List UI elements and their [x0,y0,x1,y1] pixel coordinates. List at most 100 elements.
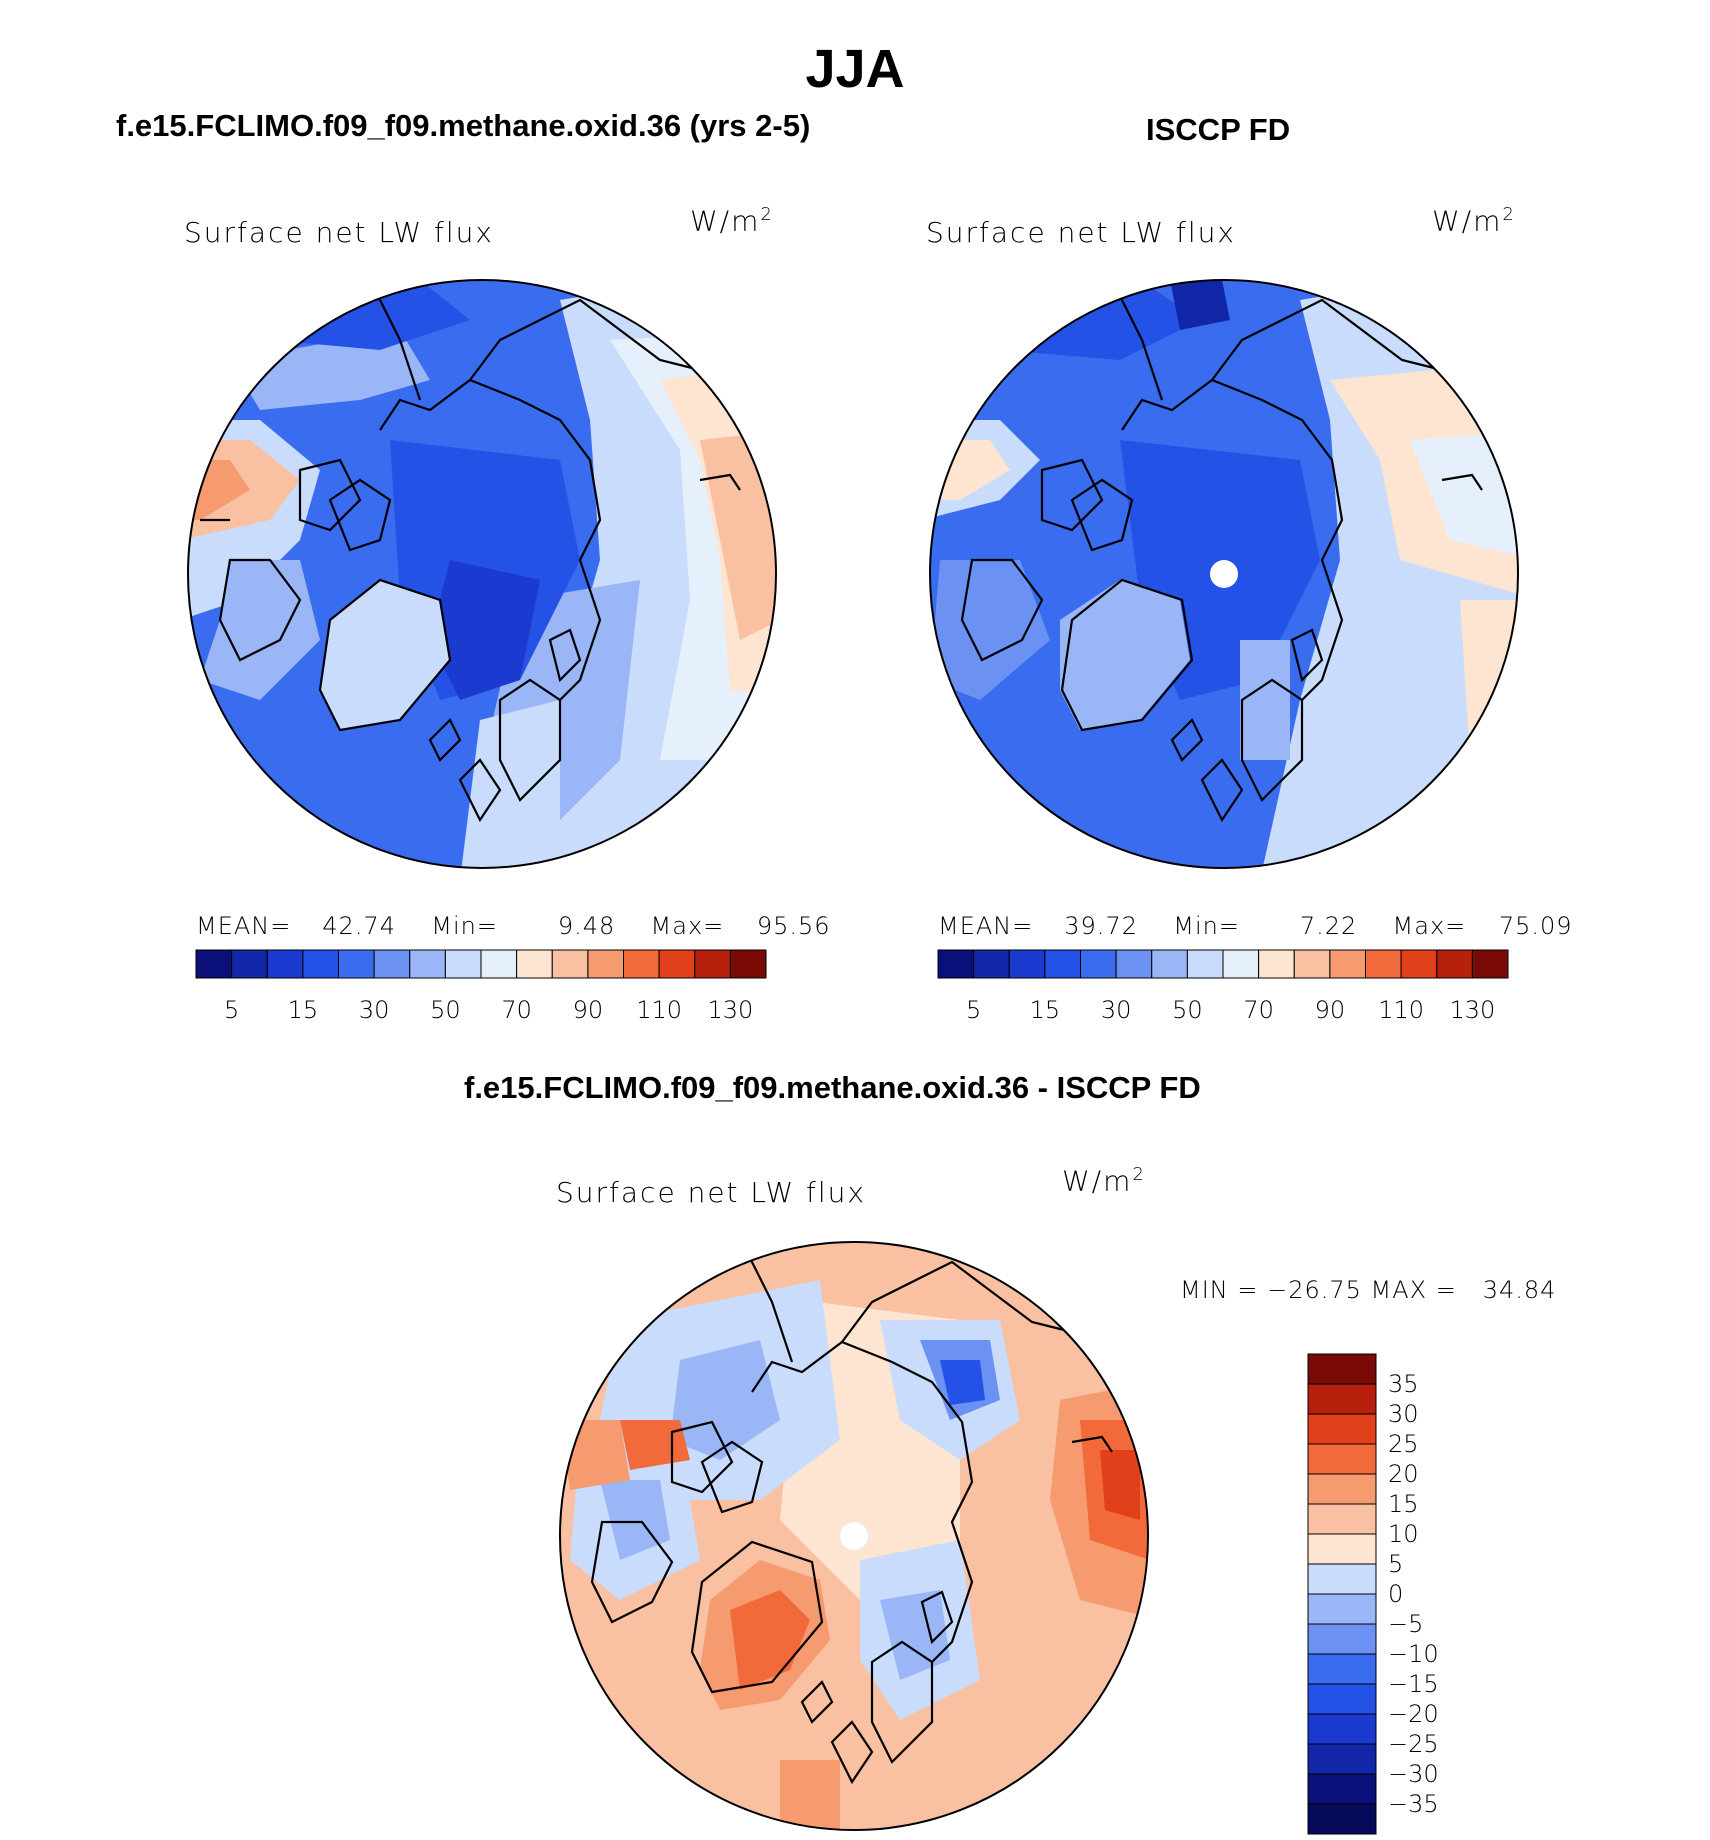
colorbar-right: 5 15 30 50 70 90 110 130 [937,949,1509,1024]
colorbar-tick-label: 110 [1378,996,1424,1024]
colorbar-box [1307,1713,1377,1745]
colorbar-tick-label: 70 [501,996,532,1024]
diff-panel-variable: Surface net LW flux [556,1176,866,1209]
colorbar-box [1008,949,1046,979]
colorbar-box [1307,1653,1377,1685]
colorbar-box [551,949,589,979]
colorbar-box [480,949,518,979]
colorbar-box [1186,949,1224,979]
panel-left-variable: Surface net LW flux [184,216,494,249]
colorbar-box [1307,1383,1377,1415]
colorbar-box [937,949,975,979]
colorbar-box [444,949,482,979]
colorbar-box [1307,1443,1377,1475]
colorbar-tick-label: 110 [636,996,682,1024]
colorbar-tick-label: 130 [1449,996,1495,1024]
colorbar-box [195,949,233,979]
colorbar-box [266,949,304,979]
colorbar-tick-label: 50 [1172,996,1203,1024]
colorbar-tick-label: 0 [1388,1580,1403,1608]
map-left [187,279,777,869]
colorbar-tick-label: 50 [430,996,461,1024]
colorbar-box [1307,1593,1377,1625]
colorbar-tick-label: −15 [1388,1670,1439,1698]
colorbar-box [1258,949,1295,979]
panel-right-title: ISCCP FD [1146,112,1291,147]
colorbar-box [1329,949,1366,979]
colorbar-tick-label: −25 [1388,1730,1439,1758]
colorbar-tick-label: 70 [1243,996,1274,1024]
colorbar-box [1307,1623,1377,1655]
colorbar-tick-label: 15 [1388,1490,1419,1518]
panel-left-units: W/m2 [690,204,774,238]
map-right [929,279,1519,869]
pole-missing-data [1210,560,1238,588]
colorbar-left: 5 15 30 50 70 90 110 130 [195,949,767,1024]
colorbar-box [373,949,411,979]
colorbar-box [658,949,696,979]
colorbar-box [1307,1743,1377,1775]
colorbar-tick-label: 5 [966,996,981,1024]
colorbar-tick-label: −10 [1388,1640,1439,1668]
diff-panel-title: f.e15.FCLIMO.f09_f09.methane.oxid.36 - I… [464,1070,1201,1105]
colorbar-box [409,949,446,979]
colorbar-box [1115,949,1153,979]
diff-panel-units: W/m2 [1062,1164,1146,1198]
colorbar-tick-label: −35 [1388,1790,1439,1818]
colorbar-tick-label: 5 [1388,1550,1403,1578]
colorbar-box [623,949,660,979]
colorbar-box [1307,1413,1377,1445]
colorbar-box [1307,1503,1377,1535]
panel-right-variable: Surface net LW flux [926,216,1236,249]
colorbar-box [587,949,624,979]
colorbar-tick-label: 90 [573,996,604,1024]
panel-right-stats: MEAN= 39.72 Min= 7.22 Max= 75.09 [938,912,1573,940]
colorbar-box [1400,949,1438,979]
colorbar-box [338,949,375,979]
colorbar-tick-label: −20 [1388,1700,1439,1728]
colorbar-tick-label: −30 [1388,1760,1439,1788]
colorbar-box [1307,1353,1377,1385]
colorbar-tick-label: 90 [1315,996,1346,1024]
colorbar-tick-label: 15 [1030,996,1061,1024]
main-title: JJA [805,39,905,99]
colorbar-box [1080,949,1117,979]
colorbar-tick-label: 20 [1388,1460,1419,1488]
colorbar-tick-label: 30 [1101,996,1132,1024]
colorbar-tick-label: 130 [707,996,753,1024]
colorbar-box [1222,949,1260,979]
diff-panel-minmax: MIN = −26.75 MAX = 34.84 [1180,1276,1557,1304]
panel-right-units: W/m2 [1432,204,1516,238]
colorbar-box [231,949,268,979]
colorbar-tick-label: 5 [224,996,239,1024]
panel-left-title: f.e15.FCLIMO.f09_f09.methane.oxid.36 (yr… [116,108,811,143]
colorbar-box [1307,1803,1377,1835]
colorbar-box [1044,949,1081,979]
colorbar-tick-label: 35 [1388,1370,1419,1398]
colorbar-box [1307,1533,1377,1565]
colorbar-box [1307,1563,1377,1595]
colorbar-tick-label: −5 [1388,1610,1423,1638]
colorbar-tick-label: 25 [1388,1430,1419,1458]
colorbar-box [516,949,553,979]
colorbar-box [1471,949,1509,979]
pole-missing-data [840,1522,868,1550]
colorbar-tick-label: 30 [359,996,390,1024]
colorbar-box [729,949,767,979]
colorbar-box [694,949,731,979]
panel-left-stats: MEAN= 42.74 Min= 9.48 Max= 95.56 [196,912,831,940]
colorbar-tick-label: 30 [1388,1400,1419,1428]
colorbar-box [1307,1473,1377,1505]
map-diff [559,1241,1149,1831]
colorbar-box [1365,949,1402,979]
colorbar-tick-label: 15 [288,996,319,1024]
colorbar-box [1307,1683,1377,1715]
colorbar-box [973,949,1010,979]
colorbar-box [1151,949,1188,979]
colorbar-tick-label: 10 [1388,1520,1419,1548]
colorbar-box [1307,1773,1377,1805]
colorbar-box [1293,949,1331,979]
colorbar-box [302,949,339,979]
